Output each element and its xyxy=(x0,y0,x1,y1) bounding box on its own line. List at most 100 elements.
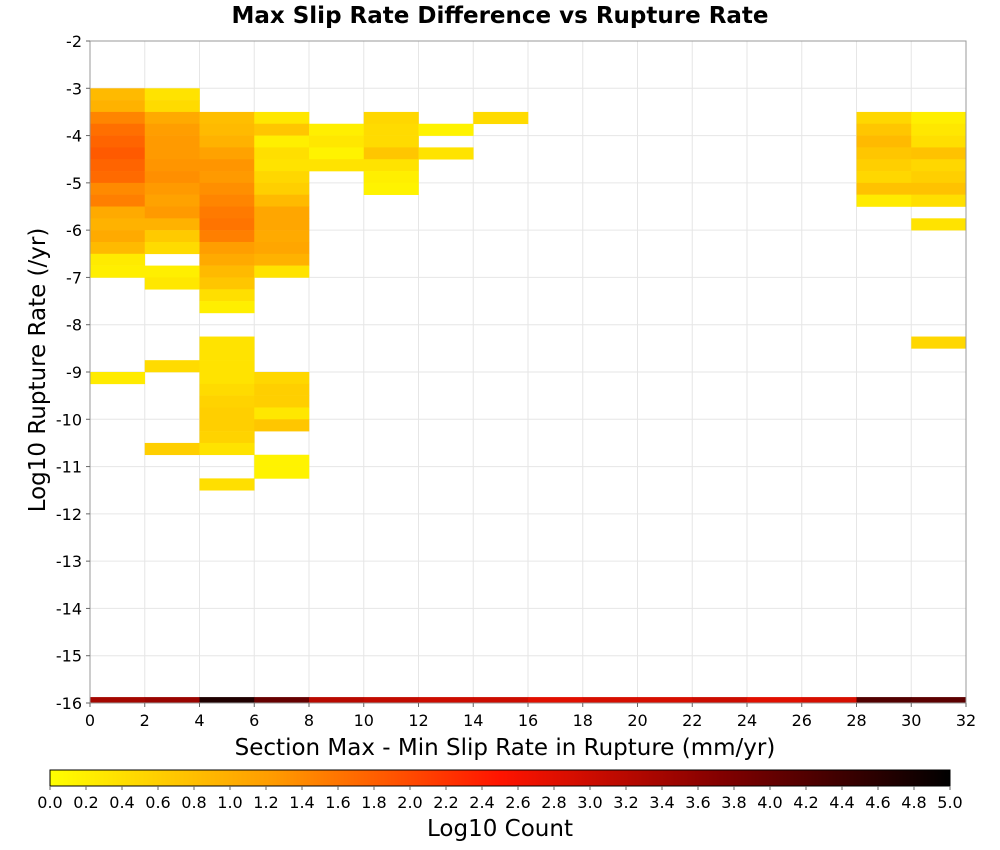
heatmap-cell xyxy=(90,265,146,278)
heatmap-cell xyxy=(90,182,146,195)
heatmap-cell xyxy=(199,159,255,172)
heatmap-cell xyxy=(90,111,146,125)
y-tick-label: -12 xyxy=(56,505,82,524)
heatmap-cell xyxy=(199,442,255,456)
heatmap-cell xyxy=(199,383,255,396)
heatmap-cell-bottom xyxy=(473,697,529,703)
heatmap-cell xyxy=(254,123,310,136)
y-tick-label: -8 xyxy=(66,316,82,335)
heatmap-cell xyxy=(856,135,912,148)
heatmap-cell xyxy=(254,182,310,195)
heatmap-cell xyxy=(144,147,200,160)
x-tick-label: 22 xyxy=(682,711,702,730)
heatmap-cell-bottom xyxy=(801,697,857,703)
heatmap-cell xyxy=(254,407,310,420)
heatmap-cell xyxy=(254,253,310,266)
heatmap-cell xyxy=(473,111,529,125)
heatmap-cell xyxy=(199,182,255,195)
heatmap-cell xyxy=(911,147,967,160)
x-tick-label: 6 xyxy=(249,711,259,730)
heatmap-cell xyxy=(144,182,200,195)
heatmap-cell xyxy=(856,159,912,172)
heatmap-cell xyxy=(199,241,255,255)
colorbar-tick-label: 3.4 xyxy=(649,793,674,812)
y-axis-ticks: -2 -3 -4 -5 -6 -7 -8 -9 -10 -11 -12 -13 -14 -15 -16 xyxy=(56,32,90,713)
x-tick-label: 16 xyxy=(518,711,538,730)
x-tick-label: 4 xyxy=(194,711,204,730)
x-axis-ticks: 0 2 4 6 8 10 12 14 16 18 20 22 24 26 28 30 32 xyxy=(85,703,976,730)
colorbar-tick-label: 0.6 xyxy=(145,793,170,812)
heatmap-cell xyxy=(254,419,310,432)
heatmap-cell xyxy=(199,147,255,160)
heatmap-cell xyxy=(90,241,146,255)
heatmap-cell xyxy=(199,395,255,408)
heatmap-cell xyxy=(199,218,255,231)
heatmap-cells xyxy=(90,88,967,703)
heatmap-cell xyxy=(309,159,365,172)
colorbar-tick-label: 3.0 xyxy=(577,793,602,812)
heatmap-cell xyxy=(90,123,146,136)
heatmap-cell xyxy=(254,218,310,231)
heatmap-cell-bottom xyxy=(692,697,748,703)
x-tick-label: 30 xyxy=(901,711,921,730)
heatmap-cell xyxy=(90,218,146,231)
heatmap-cell xyxy=(199,253,255,266)
heatmap-cell xyxy=(144,135,200,148)
heatmap-cell xyxy=(90,194,146,207)
heatmap-cell-bottom xyxy=(528,697,584,703)
heatmap-cell xyxy=(363,159,419,172)
heatmap-cell xyxy=(856,111,912,125)
heatmap-cell xyxy=(199,348,255,361)
x-tick-label: 32 xyxy=(956,711,976,730)
heatmap-cell xyxy=(363,182,419,195)
colorbar-tick-label: 4.0 xyxy=(757,793,782,812)
heatmap-cell xyxy=(199,431,255,444)
heatmap-cell xyxy=(90,159,146,172)
heatmap-cell-bottom xyxy=(90,697,146,703)
colorbar-tick-label: 1.2 xyxy=(253,793,278,812)
heatmap-cell-bottom xyxy=(856,697,912,703)
heatmap-cell xyxy=(254,466,310,479)
y-tick-label: -11 xyxy=(56,458,82,477)
y-tick-label: -4 xyxy=(66,127,82,146)
y-tick-label: -14 xyxy=(56,599,82,618)
heatmap-cell xyxy=(911,182,967,195)
y-axis-label: Log10 Rupture Rate (/yr) xyxy=(25,228,51,513)
x-tick-label: 12 xyxy=(408,711,428,730)
heatmap-cell xyxy=(254,454,310,467)
colorbar-tick-label: 4.4 xyxy=(829,793,854,812)
colorbar-tick-label: 1.8 xyxy=(361,793,386,812)
x-tick-label: 24 xyxy=(737,711,757,730)
heatmap-cell xyxy=(856,147,912,160)
heatmap-cell xyxy=(199,111,255,125)
heatmap-cell xyxy=(144,442,200,456)
x-tick-label: 26 xyxy=(792,711,812,730)
heatmap-cell xyxy=(199,478,255,491)
heatmap-cell xyxy=(90,253,146,266)
heatmap-cell xyxy=(199,336,255,349)
heatmap-cell xyxy=(90,206,146,219)
heatmap-cell xyxy=(199,360,255,373)
colorbar-tick-label: 2.0 xyxy=(397,793,422,812)
colorbar-tick-label: 2.8 xyxy=(541,793,566,812)
heatmap-cell xyxy=(199,265,255,278)
heatmap-cell xyxy=(199,301,255,314)
heatmap-cell-bottom xyxy=(911,697,967,703)
y-tick-label: -5 xyxy=(66,174,82,193)
heatmap-cell xyxy=(309,123,365,136)
heatmap-cell xyxy=(144,171,200,184)
heatmap-cell-bottom xyxy=(144,697,200,703)
colorbar-tick-label: 3.6 xyxy=(685,793,710,812)
x-tick-label: 10 xyxy=(354,711,374,730)
heatmap-cell xyxy=(254,265,310,278)
colorbar-tick-label: 1.0 xyxy=(217,793,242,812)
heatmap-cell xyxy=(911,135,967,148)
x-tick-label: 2 xyxy=(140,711,150,730)
heatmap-cell xyxy=(911,336,967,349)
heatmap-cell xyxy=(199,419,255,432)
heatmap-cell xyxy=(254,159,310,172)
heatmap-cell-bottom xyxy=(254,697,310,703)
colorbar-tick-label: 2.6 xyxy=(505,793,530,812)
heatmap-cell xyxy=(90,88,146,101)
heatmap-cell xyxy=(144,230,200,243)
